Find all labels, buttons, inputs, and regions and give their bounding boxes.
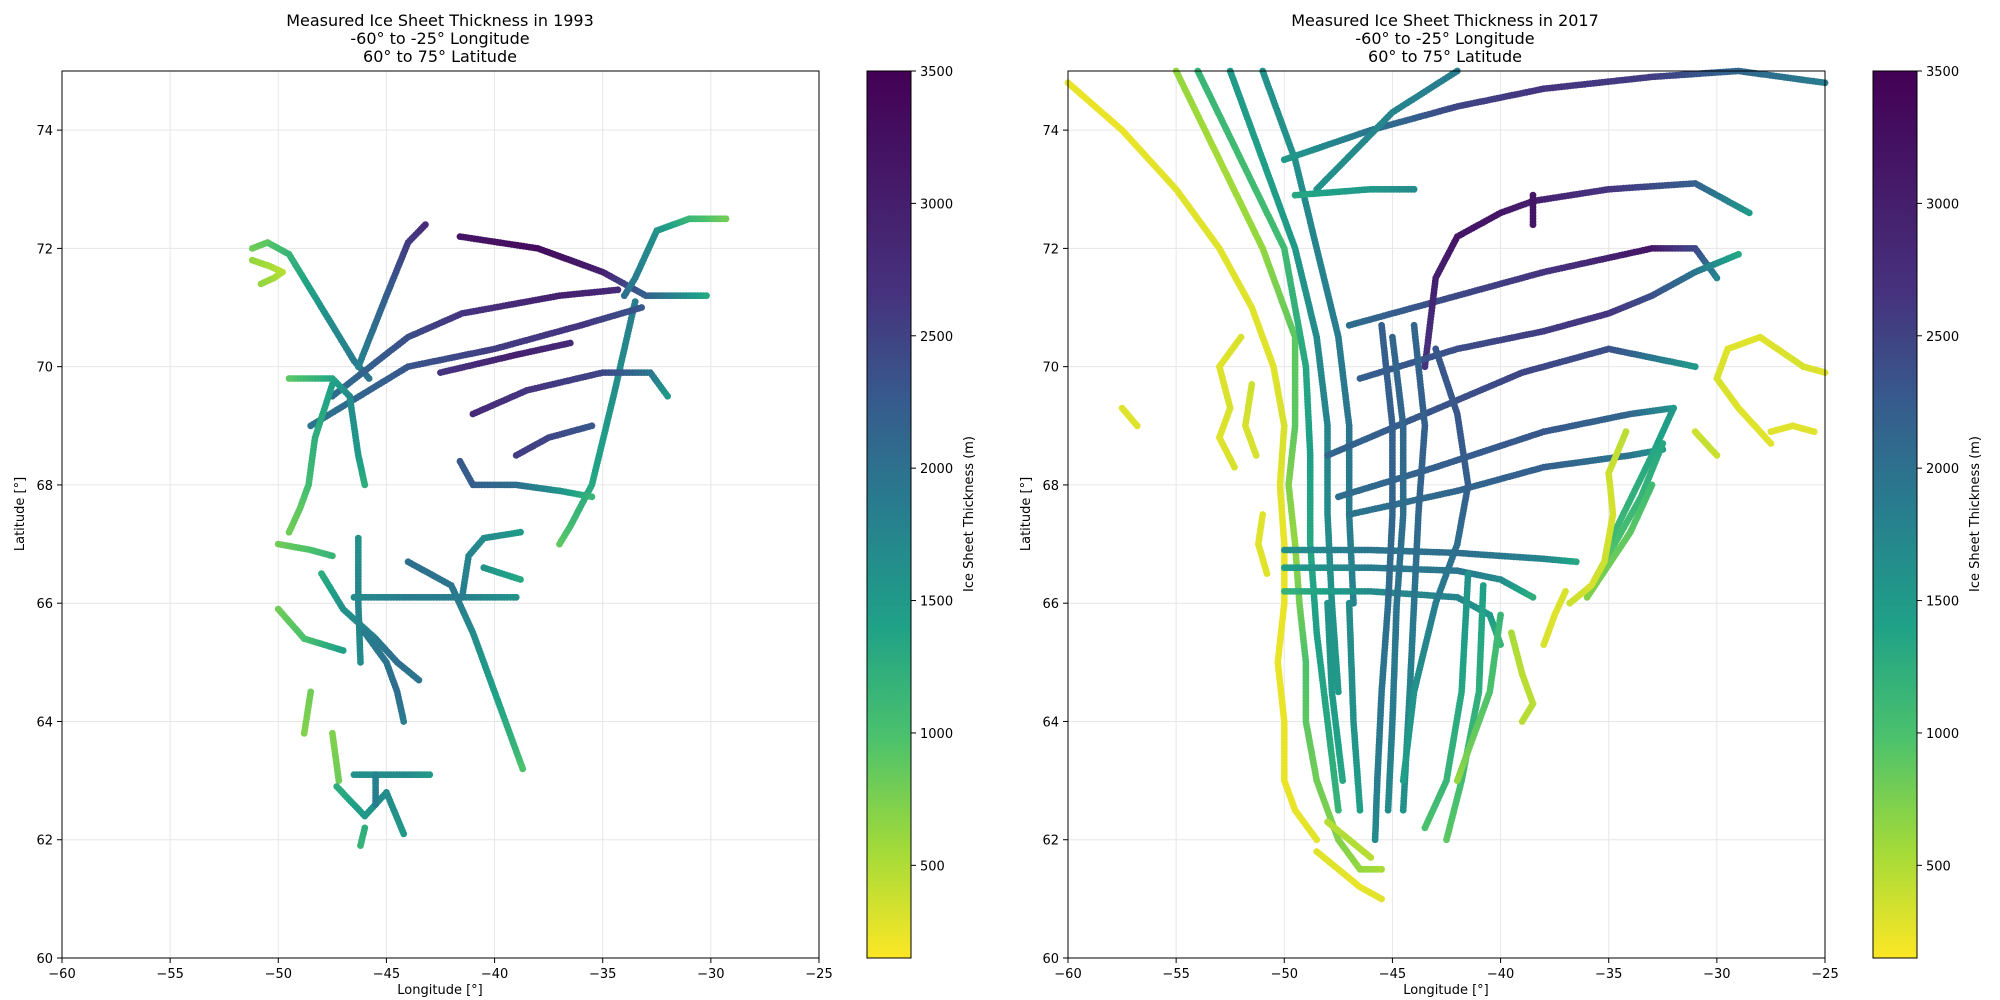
y-axis-label: Latitude [°] bbox=[13, 477, 28, 551]
colorbar-tick-label: 2500 bbox=[920, 330, 953, 345]
data-point bbox=[1410, 185, 1418, 193]
colorbar-label: Ice Sheet Thickness (m) bbox=[962, 436, 977, 592]
x-axis-ticks: −60 −55 −50 −45 −40 −35 −30 −25 bbox=[48, 958, 833, 982]
data-point bbox=[1529, 221, 1537, 229]
data-point bbox=[722, 215, 730, 223]
data-point bbox=[361, 481, 369, 489]
colorbar-tick-label: 3500 bbox=[920, 65, 953, 80]
data-points bbox=[248, 215, 730, 849]
data-point bbox=[556, 540, 563, 548]
data-point bbox=[372, 800, 379, 808]
colorbar-tick-label: 1500 bbox=[920, 595, 953, 610]
plot-frame bbox=[61, 70, 820, 959]
colorbar-tick-label: 1000 bbox=[920, 727, 953, 742]
data-point bbox=[400, 830, 408, 838]
colorbar-tick-label: 2000 bbox=[920, 462, 953, 477]
data-point bbox=[1713, 274, 1721, 282]
data-point bbox=[1339, 777, 1347, 784]
chart-2017: Measured Ice Sheet Thickness in 2017 -60… bbox=[1019, 11, 1983, 998]
chart-title-line-2: -60° to -25° Longitude bbox=[350, 29, 529, 48]
data-point bbox=[422, 221, 429, 229]
x-tick-label: −40 bbox=[481, 967, 508, 982]
data-point bbox=[400, 718, 408, 725]
x-tick-label: −30 bbox=[697, 967, 724, 982]
y-tick-label: 62 bbox=[36, 834, 53, 849]
y-axis-ticks: 60 62 64 66 68 70 72 74 bbox=[36, 124, 62, 967]
data-point bbox=[357, 658, 364, 666]
data-point bbox=[1735, 250, 1742, 258]
data-point bbox=[285, 528, 293, 536]
data-point bbox=[703, 292, 710, 300]
data-point bbox=[426, 771, 434, 779]
chart-title-line-3: 60° to 75° Latitude bbox=[1368, 47, 1522, 66]
data-point bbox=[614, 286, 622, 294]
data-point bbox=[365, 375, 373, 382]
data-point bbox=[1356, 806, 1364, 814]
data-point bbox=[1421, 824, 1429, 832]
data-point bbox=[512, 593, 520, 601]
grid-lines bbox=[61, 71, 820, 959]
grid-lines bbox=[1067, 71, 1826, 959]
data-point bbox=[361, 824, 369, 832]
data-point bbox=[1399, 806, 1407, 814]
data-point bbox=[588, 422, 596, 430]
x-tick-label: −50 bbox=[265, 967, 292, 982]
data-point bbox=[1371, 836, 1379, 844]
y-tick-label: 74 bbox=[36, 124, 53, 139]
y-tick-label: 60 bbox=[36, 952, 53, 967]
y-tick-label: 64 bbox=[36, 715, 53, 730]
chart-title-line-3: 60° to 75° Latitude bbox=[363, 47, 517, 66]
y-tick-label: 70 bbox=[36, 361, 53, 376]
y-tick-label: 68 bbox=[36, 479, 53, 494]
data-point bbox=[335, 777, 343, 784]
data-point bbox=[300, 729, 308, 737]
data-point bbox=[257, 280, 265, 288]
data-points bbox=[1064, 67, 1829, 903]
data-point bbox=[329, 552, 336, 560]
x-tick-label: −45 bbox=[373, 967, 400, 982]
chart-title-line-2: -60° to -25° Longitude bbox=[1355, 29, 1534, 48]
colorbar-ticks: 500 1000 1500 2000 2500 3000 3500 bbox=[911, 65, 953, 874]
data-point bbox=[1529, 593, 1537, 601]
data-point bbox=[1335, 688, 1342, 696]
colorbar-tick-label: 3000 bbox=[920, 197, 953, 212]
data-point bbox=[517, 528, 524, 536]
colorbar bbox=[866, 70, 912, 959]
data-point bbox=[415, 676, 423, 684]
data-point bbox=[638, 304, 645, 311]
x-tick-label: −25 bbox=[805, 967, 832, 982]
data-point bbox=[339, 647, 347, 654]
x-tick-label: −35 bbox=[589, 967, 616, 982]
x-axis-label: Longitude [°] bbox=[397, 983, 482, 998]
data-point bbox=[517, 576, 524, 583]
chart-title-line-1: Measured Ice Sheet Thickness in 2017 bbox=[1291, 11, 1599, 30]
data-point bbox=[1378, 865, 1385, 873]
data-point bbox=[566, 339, 574, 347]
data-point bbox=[1384, 806, 1392, 814]
data-point bbox=[1399, 777, 1407, 784]
x-tick-label: −55 bbox=[156, 967, 183, 982]
x-tick-label: −60 bbox=[48, 967, 75, 982]
chart-title-line-1: Measured Ice Sheet Thickness in 1993 bbox=[286, 11, 594, 30]
data-point bbox=[1313, 836, 1321, 844]
data-point bbox=[1572, 558, 1580, 566]
data-point bbox=[1745, 209, 1753, 217]
data-point bbox=[1335, 806, 1342, 814]
data-point bbox=[664, 392, 671, 400]
data-point bbox=[1691, 363, 1699, 371]
data-point bbox=[519, 765, 527, 773]
y-tick-label: 72 bbox=[36, 242, 53, 257]
data-point bbox=[588, 493, 596, 501]
y-tick-label: 66 bbox=[36, 597, 53, 612]
chart-1993: Measured Ice Sheet Thickness in 1993 -60… bbox=[13, 11, 977, 998]
colorbar-tick-label: 500 bbox=[920, 859, 945, 874]
